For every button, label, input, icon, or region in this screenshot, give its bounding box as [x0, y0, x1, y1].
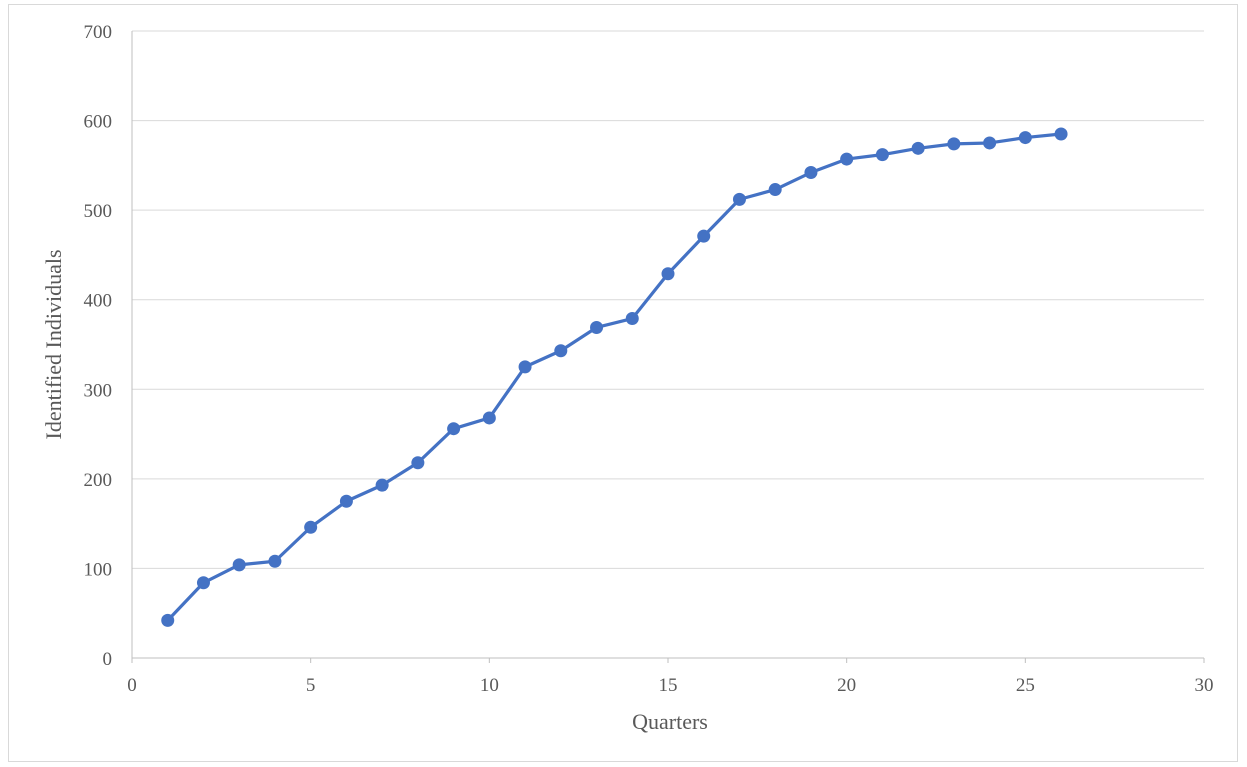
x-tick-label: 25 — [1016, 675, 1035, 696]
y-tick-label: 300 — [84, 380, 113, 401]
data-point — [661, 267, 675, 281]
data-point — [1054, 127, 1068, 141]
data-point — [625, 312, 639, 326]
x-tick-label: 0 — [127, 675, 137, 696]
y-tick-label: 600 — [84, 112, 113, 133]
data-point — [554, 344, 568, 358]
data-point — [447, 422, 461, 436]
y-axis-ticks: 0 100 200 300 400 500 600 700 — [84, 22, 113, 670]
axes — [131, 31, 1204, 659]
x-tick-label: 30 — [1195, 675, 1214, 696]
data-point — [947, 137, 961, 151]
y-tick-label: 400 — [84, 291, 113, 312]
y-tick-label: 200 — [84, 470, 113, 491]
data-point — [840, 152, 854, 166]
chart-frame — [8, 4, 1238, 762]
data-point — [590, 320, 604, 334]
y-tick-label: 0 — [103, 649, 113, 670]
data-point — [268, 554, 282, 568]
data-point — [411, 456, 425, 470]
y-axis-title: Identified Individuals — [41, 249, 66, 439]
x-tick-label: 20 — [837, 675, 856, 696]
y-tick-label: 500 — [84, 201, 113, 222]
x-tick-label: 5 — [306, 675, 316, 696]
y-tick-label: 100 — [84, 559, 113, 580]
series-line — [166, 132, 1063, 622]
x-axis-title: Quarters — [632, 709, 708, 734]
data-point — [161, 613, 175, 627]
x-tick-label: 15 — [659, 675, 678, 696]
data-point — [911, 141, 925, 155]
data-point — [732, 192, 746, 206]
data-point — [339, 494, 353, 508]
data-point — [375, 478, 389, 492]
data-point — [518, 360, 532, 374]
y-tick-label: 700 — [84, 22, 113, 43]
data-point — [304, 520, 318, 534]
data-point — [697, 229, 711, 243]
data-point — [232, 558, 246, 572]
x-tick-label: 10 — [480, 675, 499, 696]
series-quarterly-identified — [161, 127, 1068, 627]
gridlines — [132, 30, 1204, 569]
data-point — [196, 576, 210, 590]
data-point — [983, 136, 997, 150]
x-axis-ticks: 0 5 10 15 20 25 30 — [127, 658, 1214, 696]
data-point — [768, 183, 782, 197]
data-point — [875, 148, 889, 162]
data-point — [482, 411, 496, 425]
data-point — [1018, 131, 1032, 145]
data-point — [804, 166, 818, 180]
